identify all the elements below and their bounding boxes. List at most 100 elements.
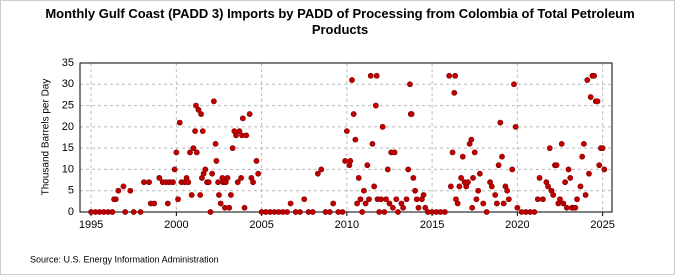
point [362, 200, 369, 207]
point [330, 200, 337, 207]
point [347, 158, 354, 164]
point [447, 183, 454, 190]
point [372, 102, 379, 109]
point [545, 183, 551, 190]
point [495, 162, 502, 169]
point [367, 72, 374, 79]
point [540, 196, 546, 203]
point [497, 119, 504, 126]
point [422, 204, 429, 211]
point [284, 209, 291, 215]
point [408, 111, 415, 117]
point [514, 204, 521, 211]
point [488, 183, 495, 190]
point [459, 153, 466, 160]
y-tick-label: 15 [62, 142, 74, 154]
point [246, 111, 253, 117]
point [130, 209, 137, 215]
point [369, 140, 376, 147]
point [239, 115, 246, 122]
point [601, 166, 608, 173]
point [407, 81, 413, 88]
point [470, 175, 476, 181]
point [141, 179, 147, 186]
point [468, 136, 475, 143]
point [492, 192, 499, 198]
point [476, 170, 483, 177]
point [366, 196, 372, 203]
point [446, 72, 453, 79]
point [209, 170, 216, 177]
point [120, 183, 127, 190]
point [253, 158, 260, 164]
point [326, 209, 333, 215]
point [287, 200, 294, 207]
point [550, 192, 557, 198]
point [109, 209, 116, 215]
point [226, 204, 233, 211]
point [494, 200, 500, 207]
point [574, 196, 580, 203]
point [357, 196, 364, 203]
point [509, 166, 516, 173]
y-tick-label: 0 [68, 206, 74, 218]
point [371, 183, 378, 190]
point [389, 204, 396, 211]
point [250, 179, 256, 186]
point [381, 209, 388, 215]
point [241, 204, 248, 211]
point [349, 77, 355, 83]
point [350, 111, 357, 117]
point [586, 170, 592, 177]
point [395, 209, 401, 215]
point [164, 200, 171, 207]
point [122, 209, 129, 215]
point [504, 187, 511, 194]
point [215, 179, 222, 186]
point [458, 175, 464, 181]
point [500, 200, 507, 207]
x-tick-label: 2025 [590, 219, 614, 231]
point [205, 179, 212, 186]
point [413, 196, 420, 203]
y-tick-label: 20 [62, 121, 74, 133]
point [511, 81, 517, 88]
point [213, 158, 220, 164]
point [171, 166, 178, 173]
point [229, 145, 236, 152]
point [391, 149, 398, 156]
source: Source: U.S. Energy Information Administ… [30, 254, 219, 264]
point [536, 175, 543, 181]
point [361, 187, 367, 194]
x-tick-label: 2020 [505, 219, 529, 231]
point [352, 136, 359, 143]
point [236, 128, 243, 135]
point [343, 128, 350, 135]
point [546, 145, 553, 152]
point [339, 209, 346, 215]
point [563, 204, 570, 211]
point [309, 209, 316, 215]
point [137, 209, 144, 215]
x-tick-label: 2015 [420, 219, 444, 231]
point [483, 209, 490, 215]
point [216, 192, 222, 198]
point [565, 166, 572, 173]
point [318, 166, 325, 173]
point [469, 204, 476, 211]
point [410, 175, 417, 181]
point [534, 196, 541, 203]
point [420, 192, 427, 198]
y-tick-label: 30 [62, 78, 74, 90]
point [342, 158, 349, 164]
point [364, 162, 371, 169]
point [228, 192, 234, 198]
point [579, 153, 586, 160]
point [499, 153, 505, 160]
point [207, 209, 214, 215]
y-tick-label: 25 [62, 99, 74, 111]
point [393, 196, 400, 203]
point [115, 187, 122, 194]
